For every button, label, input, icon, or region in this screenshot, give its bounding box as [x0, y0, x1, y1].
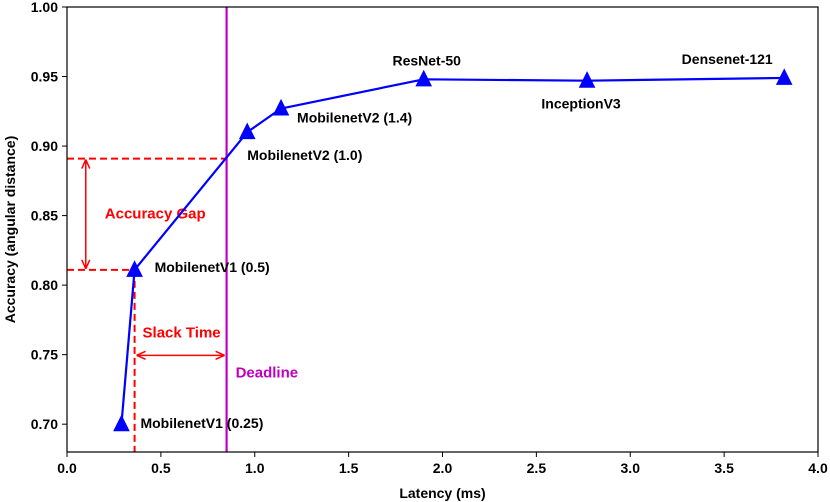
data-point-label: MobilenetV2 (1.4) [297, 110, 412, 126]
y-axis-title: Accuracy (angular distance) [2, 136, 18, 324]
x-tick-label: 1.5 [339, 460, 359, 476]
y-tick-label: 0.80 [31, 277, 58, 293]
data-point-marker [578, 71, 596, 88]
slack-time-arrowhead-right [215, 350, 225, 361]
data-point-label: ResNet-50 [392, 52, 461, 68]
x-tick-label: 1.0 [245, 460, 265, 476]
data-point-marker [238, 122, 256, 140]
x-tick-label: 3.0 [621, 460, 641, 476]
x-tick-label: 0.5 [151, 460, 171, 476]
data-point-label: MobilenetV1 (0.25) [140, 415, 263, 431]
x-tick-label: 2.5 [527, 460, 547, 476]
series-line [120, 76, 785, 425]
data-point-label: MobilenetV2 (1.0) [247, 147, 362, 163]
y-tick-label: 0.95 [31, 69, 58, 85]
x-tick-label: 4.0 [808, 460, 828, 476]
slack-time-arrowhead-left [136, 350, 146, 361]
data-point-label: Densenet-121 [682, 51, 773, 67]
data-point-marker [775, 68, 793, 85]
y-tick-label: 1.00 [31, 0, 58, 15]
x-tick-label: 2.0 [433, 460, 453, 476]
y-tick-label: 0.70 [31, 416, 58, 432]
plot-frame [66, 6, 819, 453]
data-point-marker [126, 260, 143, 277]
x-axis-title: Latency (ms) [399, 485, 485, 501]
y-tick-label: 0.75 [31, 347, 58, 363]
accuracy-gap-label: Accuracy Gap [105, 205, 206, 222]
x-tick-label: 3.5 [714, 460, 734, 476]
data-point-label: InceptionV3 [541, 96, 621, 112]
data-point-marker [272, 98, 290, 116]
y-tick-label: 0.90 [31, 138, 58, 154]
data-point-label: MobilenetV1 (0.5) [155, 259, 270, 275]
x-tick-label: 0.0 [57, 460, 77, 476]
deadline-label: Deadline [236, 365, 299, 382]
accuracy-gap-arrowhead-top [81, 159, 91, 169]
data-point-marker [415, 69, 433, 87]
slack-time-label: Slack Time [143, 324, 221, 341]
y-tick-label: 0.85 [31, 208, 58, 224]
data-point-marker [113, 414, 130, 432]
accuracy-gap-arrowhead-bottom [81, 259, 91, 270]
